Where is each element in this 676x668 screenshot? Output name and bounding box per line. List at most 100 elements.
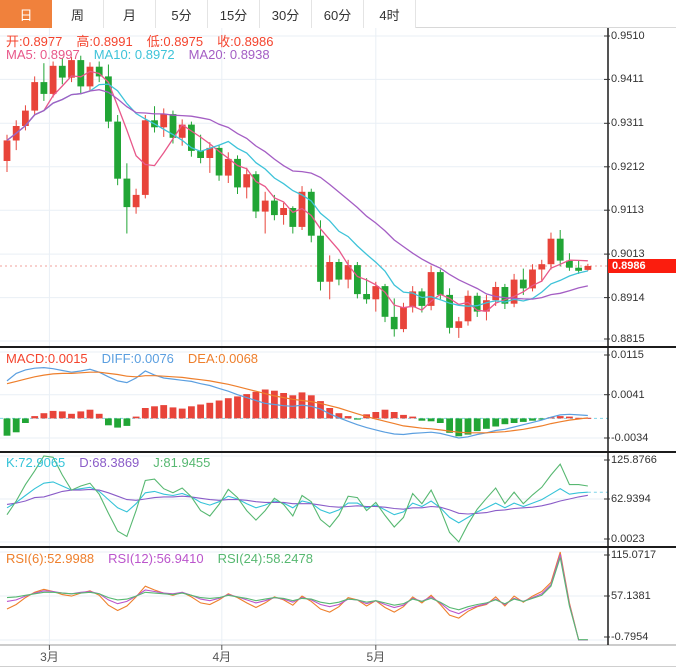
macd-bar [400,414,407,419]
macd-bar [390,412,398,419]
candle-body [317,235,324,282]
macd-bar [22,418,29,423]
candle-body [473,295,481,312]
macd-bar [49,410,57,419]
macd-bar [501,418,509,425]
candle-body [409,291,417,308]
candle-body [501,287,509,304]
candle-body [547,238,555,265]
series-line [6,551,588,641]
candle-body [105,76,112,122]
candle-body [519,279,527,289]
candle-body [243,174,251,188]
macd-bar [436,418,444,423]
macd-bar [141,408,149,419]
candle-body [483,300,490,312]
macd-bar [188,406,195,419]
candle-body [492,287,500,301]
candle-body [40,82,48,94]
candle-body [400,307,407,330]
candle-body [363,294,370,300]
candle-body [436,272,444,295]
macd-bar [40,413,48,419]
candle-body [455,321,463,328]
candle-body [372,286,380,300]
candle-body [261,200,269,212]
macd-bar [123,418,131,426]
macd-bar [529,418,536,421]
macd-bar [58,411,66,419]
candle-body [575,267,582,271]
macd-bar [483,418,490,429]
candle-body [464,295,472,322]
tab-period-1[interactable]: 周 [52,0,104,28]
macd-bar [354,418,361,420]
candle-body [49,65,57,94]
candle-body [381,286,389,317]
series-line [6,83,589,307]
candle-body [556,238,564,261]
candle-body [77,60,85,87]
macd-bar [160,405,168,419]
candle-body [584,266,592,270]
series-line [6,455,588,543]
candle-body [215,147,223,176]
macd-bar [566,416,573,419]
candle-body [114,121,121,179]
macd-bar [105,418,112,426]
macd-bar [151,406,158,419]
tab-period-4[interactable]: 15分 [208,0,260,28]
macd-bar [519,418,527,422]
candle-body [326,262,334,282]
candle-body [298,191,306,227]
macd-bar [409,416,417,419]
candle-body [354,265,361,295]
candle-body [224,158,232,176]
macd-bar [455,418,463,437]
tab-period-7[interactable]: 4时 [364,0,416,28]
candle-body [86,66,94,87]
candle-body [271,200,278,216]
tab-period-0[interactable]: 日 [0,0,52,28]
candle-body [123,178,131,208]
macd-bar [446,418,453,433]
candle-body [206,147,214,158]
candle-body [178,124,186,138]
period-tabbar: 日周月 5分 15分 30分 60分 4时 [0,0,676,28]
series-line [6,366,588,439]
candle-body [160,114,168,128]
tab-period-2[interactable]: 月 [104,0,156,28]
macd-bar [252,391,260,419]
candle-body [68,60,75,78]
candle-body [538,264,546,270]
macd-bar [224,398,232,419]
candle-body [446,294,453,328]
candle-body [280,208,287,215]
series-line [6,557,588,641]
macd-bar [77,411,85,419]
macd-bar [427,418,435,422]
candle-body [95,66,103,77]
candle-body [197,151,204,158]
macd-bar [197,404,204,419]
candle-body [22,110,29,126]
series-line [6,488,588,515]
candle-body [335,262,343,280]
candle-body [188,124,195,151]
macd-bar [464,418,472,435]
macd-bar [381,409,389,419]
candle-body [31,82,39,111]
macd-bar [418,418,426,421]
macd-bar [114,418,121,428]
macd-bar [335,413,343,419]
macd-bar [206,402,214,419]
tab-period-3[interactable]: 5分 [156,0,208,28]
tab-period-5[interactable]: 30分 [260,0,312,28]
candle-body [252,174,260,212]
tab-period-6[interactable]: 60分 [312,0,364,28]
series-line [6,89,588,300]
macd-bar [86,409,94,419]
macd-bar [169,407,177,419]
